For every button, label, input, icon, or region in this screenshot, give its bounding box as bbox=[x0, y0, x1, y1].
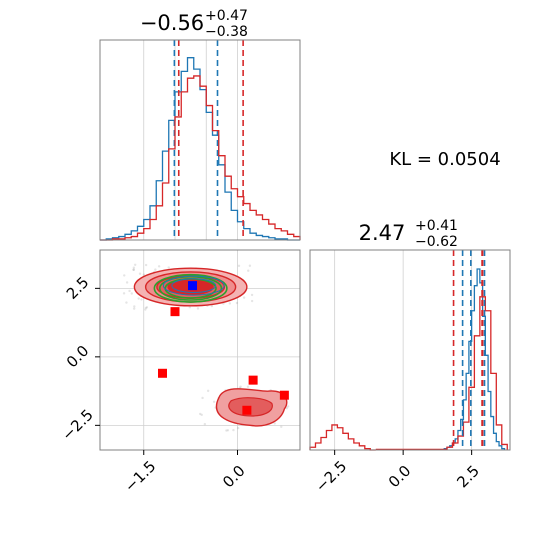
sample-point bbox=[132, 268, 135, 272]
sample-point bbox=[232, 428, 235, 432]
sample-point bbox=[142, 273, 146, 276]
title-upper-error: +0.47 bbox=[205, 8, 248, 24]
sample-point bbox=[154, 268, 157, 271]
sample-point bbox=[125, 301, 128, 304]
sample-point bbox=[188, 306, 192, 309]
sample-point bbox=[130, 292, 133, 295]
axes-frame bbox=[99, 39, 301, 241]
y-tick-label: −2.5 bbox=[58, 406, 96, 444]
sample-point bbox=[133, 305, 136, 308]
x-tick-label: 0.0 bbox=[219, 462, 249, 492]
sample-point bbox=[203, 422, 207, 426]
title-lower-error: −0.62 bbox=[415, 234, 458, 250]
marker-square bbox=[279, 390, 289, 400]
marker-square bbox=[248, 375, 258, 385]
panel-title: −0.56 bbox=[140, 11, 204, 35]
x-tick-label: −1.5 bbox=[121, 457, 159, 495]
axes-frame bbox=[309, 249, 511, 451]
marginal-histogram-x: −0.56 +0.47−0.38 bbox=[99, 8, 301, 241]
contour-level-green bbox=[153, 273, 228, 303]
marker-square bbox=[170, 307, 180, 317]
marker-square bbox=[158, 368, 167, 378]
sample-point bbox=[144, 263, 148, 267]
sample-point bbox=[236, 426, 240, 430]
y-tick-label: 2.5 bbox=[63, 273, 93, 303]
sample-point bbox=[228, 302, 232, 305]
sample-point bbox=[286, 405, 290, 408]
sample-point bbox=[250, 293, 254, 297]
sample-point bbox=[122, 292, 126, 295]
sample-point bbox=[157, 265, 161, 268]
sample-point bbox=[235, 301, 239, 305]
histogram-series bbox=[446, 296, 508, 450]
sample-point bbox=[285, 407, 289, 410]
sample-point bbox=[132, 268, 135, 271]
contour-level-blue bbox=[162, 275, 225, 296]
sample-point bbox=[128, 289, 131, 293]
sample-point bbox=[201, 396, 204, 400]
sample-point bbox=[167, 266, 170, 269]
histogram-series bbox=[100, 57, 300, 241]
joint-contour-plot: −1.5 0.0 2.5 0.0 −2.5 bbox=[58, 249, 301, 496]
axes-frame bbox=[99, 249, 301, 451]
contour-level-blue bbox=[171, 278, 217, 293]
sample-point bbox=[226, 429, 230, 432]
sample-point bbox=[198, 412, 202, 416]
sample-point bbox=[248, 264, 252, 267]
sample-point bbox=[140, 298, 143, 301]
x-tick-label: −2.5 bbox=[312, 457, 350, 495]
sample-point bbox=[200, 413, 203, 417]
sample-point bbox=[280, 425, 283, 428]
sample-point bbox=[137, 297, 140, 300]
x-tick-label: 2.5 bbox=[453, 462, 483, 492]
sample-point bbox=[225, 429, 228, 432]
histogram-series bbox=[100, 75, 301, 241]
contour-level-green bbox=[159, 275, 223, 301]
sample-point bbox=[125, 281, 129, 284]
sample-point bbox=[145, 306, 149, 309]
sample-point bbox=[132, 266, 136, 269]
title-lower-error: −0.38 bbox=[205, 24, 248, 40]
sample-point bbox=[242, 296, 246, 299]
panel-title: 2.47 bbox=[359, 221, 406, 245]
y-tick-label: 0.0 bbox=[63, 342, 93, 372]
sample-point bbox=[239, 385, 242, 388]
sample-point bbox=[273, 422, 276, 425]
sample-point bbox=[144, 308, 147, 311]
sample-point bbox=[133, 263, 137, 267]
sample-point bbox=[247, 269, 250, 272]
sample-point bbox=[246, 385, 250, 388]
kl-annotation: KL = 0.0504 bbox=[389, 149, 500, 170]
marker-square bbox=[188, 281, 197, 291]
sample-point bbox=[250, 299, 254, 303]
sample-point bbox=[206, 389, 210, 393]
x-tick-label: 0.0 bbox=[385, 462, 415, 492]
sample-point bbox=[210, 304, 214, 308]
histogram-series bbox=[309, 424, 376, 451]
sample-point bbox=[212, 400, 216, 403]
sample-point bbox=[144, 306, 148, 310]
marginal-histogram-y: −2.5 0.0 2.5 2.47 +0.41−0.62 bbox=[309, 218, 511, 496]
sample-point bbox=[138, 272, 142, 275]
marker-square bbox=[242, 405, 252, 415]
sample-point bbox=[123, 274, 126, 277]
sample-point bbox=[196, 307, 200, 310]
sample-point bbox=[132, 307, 136, 310]
sample-point bbox=[237, 264, 241, 268]
title-upper-error: +0.41 bbox=[415, 218, 458, 234]
